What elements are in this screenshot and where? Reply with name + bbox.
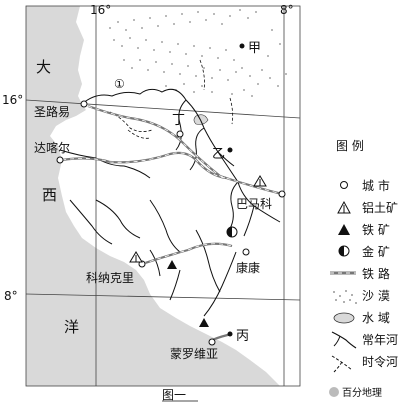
legend-label-water: 水 域: [362, 311, 390, 325]
label-one: ①: [114, 77, 125, 91]
label-ding: 丁: [172, 113, 185, 128]
legend: 图 例 城 市 铝土矿 铁 矿 金 矿 铁 路 沙 漠: [330, 139, 398, 373]
watermark-text: 百分地理: [342, 386, 382, 399]
label-monrovia: 蒙罗维亚: [170, 347, 218, 361]
legend-title: 图 例: [336, 139, 364, 153]
lat-south-label: 8°: [4, 289, 18, 303]
legend-label-perennial: 常年河: [362, 333, 398, 347]
iron-triangle-icon: [199, 318, 209, 327]
legend-label-city: 城 市: [362, 178, 390, 193]
perennial-river-icon: [331, 331, 357, 349]
point-jia: [239, 43, 245, 49]
inland-water: [193, 114, 209, 125]
figure-caption: 图一: [162, 388, 186, 402]
label-conakry: 科纳克里: [86, 271, 134, 285]
gold-half-circle-icon: [338, 245, 350, 257]
watermark: 百分地理: [329, 386, 382, 399]
ocean-char-2: 西: [42, 186, 57, 204]
label-saint-louis: 圣路易: [34, 104, 70, 119]
legend-label-gold: 金 矿: [362, 244, 390, 259]
city-kankan: [242, 248, 250, 256]
city-circle-icon: [340, 181, 348, 189]
legend-label-iron: 铁 矿: [362, 223, 390, 237]
water-area-icon: [333, 312, 355, 324]
bauxite-triangle-icon: [129, 251, 143, 263]
lon-east-label: 8°: [280, 3, 294, 17]
ocean-char-3: 洋: [64, 318, 79, 336]
lat-north-label: 16°: [2, 93, 23, 107]
point-ding: [176, 130, 184, 138]
bauxite-triangle-icon: [253, 175, 267, 187]
gold-half-circle-icon: [226, 226, 238, 238]
label-bamako: 巴马科: [236, 197, 272, 211]
perennial-rivers: [59, 88, 281, 317]
atlantic-ocean: [26, 6, 280, 386]
ocean-char-1: 大: [36, 58, 51, 76]
legend-label-bauxite: 铝土矿: [362, 200, 398, 215]
lon-west-label: 16°: [90, 3, 111, 17]
city-saint-louis: [80, 100, 88, 108]
desert-area: [109, 9, 287, 97]
label-jia: 甲: [248, 41, 261, 56]
bauxite-triangle-icon: [337, 200, 351, 214]
iron-triangle-icon: [167, 260, 177, 269]
point-yi: [227, 147, 233, 153]
point-bing: [227, 331, 233, 337]
iron-triangle-icon: [338, 224, 350, 235]
legend-label-seasonal: 时令河: [362, 354, 398, 369]
desert-dots-icon: [333, 290, 357, 304]
legend-label-railway: 铁 路: [362, 266, 390, 281]
label-yi: 乙: [212, 147, 225, 162]
legend-label-desert: 沙 漠: [362, 289, 390, 303]
city-monrovia: [208, 338, 216, 346]
city-dakar: [56, 156, 64, 164]
city-bamako: [278, 190, 286, 198]
label-bing: 丙: [236, 329, 249, 344]
label-kankan: 康康: [236, 260, 260, 275]
label-dakar: 达喀尔: [34, 140, 70, 155]
